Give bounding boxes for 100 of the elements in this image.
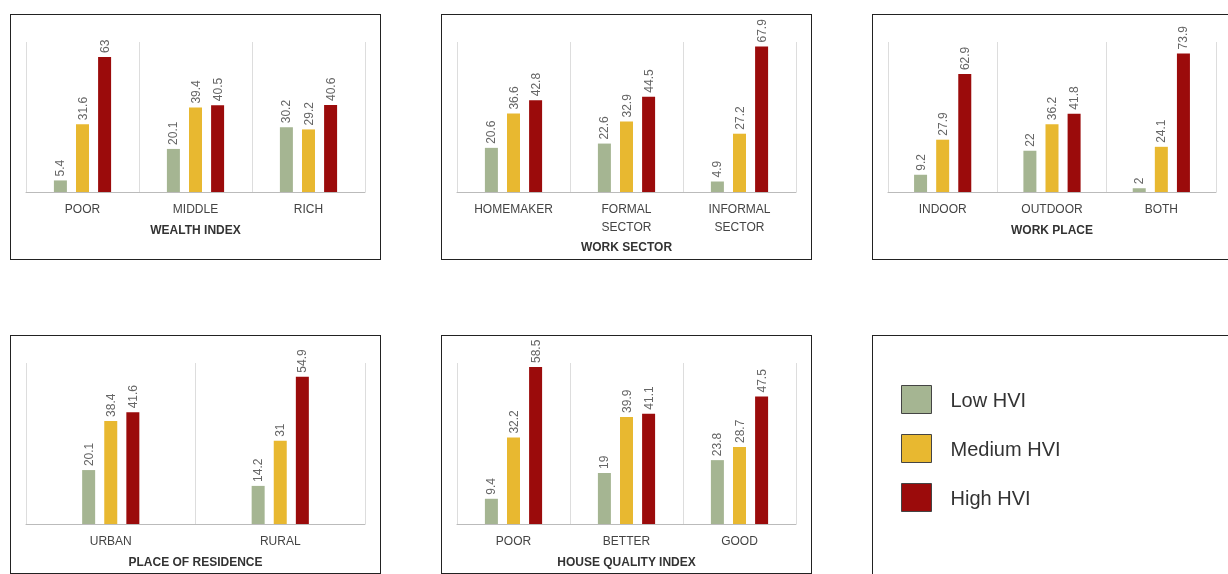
data-label: 9.4 [484, 477, 499, 495]
data-label: 28.7 [732, 419, 747, 443]
bar [507, 437, 520, 524]
bar [755, 46, 769, 192]
bar [1045, 124, 1059, 192]
bar [936, 139, 950, 192]
data-label: 36.2 [1045, 96, 1059, 121]
x-tick-label: BOTH [1144, 202, 1179, 216]
data-label: 73.9 [1176, 25, 1191, 50]
x-axis-title: PLACE OF RESIDENCE [128, 555, 263, 569]
bar [733, 446, 746, 524]
data-label: 24.1 [1154, 119, 1169, 143]
data-label: 14.2 [251, 458, 266, 482]
data-label: 47.5 [754, 368, 769, 393]
bar [755, 396, 769, 524]
data-label: 31.6 [75, 96, 90, 121]
bar [642, 96, 656, 192]
bar [620, 416, 633, 524]
data-label: 20.1 [81, 442, 96, 467]
bar [733, 133, 746, 192]
data-label: 22 [1022, 133, 1037, 147]
bar [529, 367, 543, 524]
data-label: 67.9 [754, 18, 769, 43]
data-label: 40.6 [323, 77, 338, 101]
data-label: 44.5 [641, 68, 656, 93]
x-tick-label: POOR [495, 534, 532, 548]
data-label: 32.9 [619, 93, 634, 118]
x-tick-label: GOOD [721, 534, 759, 548]
data-label: 20.6 [484, 120, 499, 144]
bar [104, 420, 118, 524]
data-label: 63 [97, 39, 112, 53]
bar [529, 100, 543, 192]
x-tick-label: INDOOR [918, 202, 967, 216]
bar [597, 143, 611, 192]
x-tick-label: MIDDLE [172, 202, 219, 216]
data-label: 27.9 [935, 112, 950, 136]
bar [76, 124, 89, 192]
bar [1067, 113, 1081, 192]
x-axis-title: WORK SECTOR [580, 239, 673, 254]
bar [1132, 188, 1146, 192]
data-label: 9.2 [913, 153, 928, 171]
data-label: 41.1 [641, 386, 656, 410]
bar [189, 107, 202, 192]
bar [53, 180, 67, 192]
data-label: 38.4 [103, 393, 118, 417]
x-axis-title: WORK PLACE [1011, 223, 1093, 237]
data-label: 42.8 [528, 72, 543, 97]
bar [295, 376, 309, 524]
bar [484, 147, 498, 192]
bar [642, 413, 656, 524]
data-label: 27.2 [732, 106, 747, 130]
data-label: 4.9 [710, 160, 725, 178]
x-tick-label: POOR [64, 202, 101, 216]
x-tick-label: RURAL [259, 534, 301, 548]
bar [166, 148, 180, 192]
data-label: 23.8 [710, 432, 725, 457]
x-tick-label: FORMAL SECTOR [601, 202, 652, 234]
x-tick-label: RICH [293, 202, 324, 216]
x-tick-label: OUTDOOR [1021, 202, 1083, 216]
data-label: 19 [597, 455, 612, 470]
bar [710, 181, 724, 192]
data-label: 58.5 [528, 339, 543, 364]
bar [1176, 53, 1190, 192]
bar [98, 57, 112, 192]
legend-label: Low HVI [950, 388, 1027, 411]
bar [302, 129, 315, 192]
data-label: 2 [1132, 177, 1147, 185]
bar [507, 113, 520, 192]
bar [126, 412, 140, 524]
data-label: 41.8 [1067, 85, 1082, 110]
data-label: 39.9 [619, 389, 634, 413]
bar [279, 127, 293, 192]
data-label: 20.1 [166, 121, 181, 145]
x-tick-label: BETTER [602, 534, 651, 548]
bar [211, 105, 225, 192]
bar [620, 121, 633, 192]
bar [324, 105, 338, 192]
bar [484, 498, 498, 524]
x-tick-label: URBAN [89, 534, 132, 548]
data-label: 30.2 [279, 99, 294, 124]
data-label: 29.2 [301, 101, 316, 126]
data-label: 39.4 [188, 79, 203, 104]
data-label: 62.9 [957, 46, 972, 71]
bar [597, 473, 611, 524]
bar [914, 174, 928, 192]
bar [1023, 150, 1037, 192]
data-label: 31 [273, 423, 288, 437]
data-label: 32.2 [506, 409, 521, 434]
bar [710, 460, 724, 524]
legend-label: Medium HVI [950, 437, 1061, 460]
x-tick-label: INFORMAL SECTOR [708, 202, 771, 234]
data-label: 5.4 [53, 159, 68, 177]
data-label: 40.5 [210, 77, 225, 102]
bar [1154, 146, 1168, 192]
x-axis-title: HOUSE QUALITY INDEX [557, 555, 696, 569]
data-label: 41.6 [125, 384, 140, 409]
data-label: 22.6 [597, 115, 612, 140]
data-label: 54.9 [295, 349, 310, 373]
bar [82, 470, 96, 524]
data-label: 36.6 [506, 85, 521, 110]
